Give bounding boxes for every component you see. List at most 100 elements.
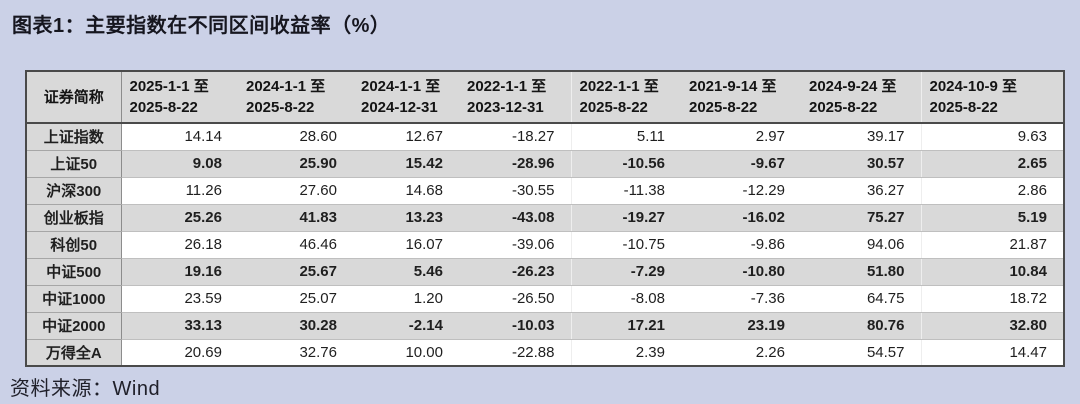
return-value-cell: -30.55 bbox=[459, 177, 571, 205]
table-row: 创业板指 25.26 41.83 13.23 -43.08 -19.27 -16.02 75.… bbox=[26, 204, 1064, 232]
return-value-cell: 1.20 bbox=[353, 285, 459, 313]
return-value-cell: 10.84 bbox=[920, 258, 1064, 286]
index-name-cell: 沪深300 bbox=[26, 177, 122, 205]
column-header-period-8: 2024-10-9 至 2025-8-22 bbox=[920, 71, 1064, 124]
return-value-cell: 25.26 bbox=[121, 204, 238, 232]
index-name-cell: 万得全A bbox=[26, 339, 122, 366]
return-value-cell: 9.08 bbox=[121, 150, 238, 178]
column-header-period-2: 2024-1-1 至 2025-8-22 bbox=[238, 71, 353, 124]
return-value-cell: 10.00 bbox=[405, 343, 443, 361]
return-value-cell: -16.02 bbox=[681, 204, 801, 232]
return-value-cell: -10.03 bbox=[459, 312, 571, 340]
index-name-cell: 科创50 bbox=[26, 231, 122, 259]
return-value-cell: 19.16 bbox=[121, 258, 238, 286]
return-value-cell: 23.59 bbox=[121, 285, 238, 313]
return-value-cell: 30.57 bbox=[801, 150, 921, 178]
return-value-cell: 33.13 bbox=[121, 312, 238, 340]
index-table-body: 上证指数 14.14 28.60 12.67 -18.27 5.11 2.97 39.17 9.… bbox=[26, 123, 1064, 366]
return-value-cell: -7.29 bbox=[570, 258, 681, 286]
return-value-cell: 14.14 bbox=[121, 123, 238, 151]
return-value-cell: 15.42 bbox=[353, 150, 459, 178]
return-value-cell: 20.69 bbox=[184, 343, 222, 361]
return-value-cell: -26.50 bbox=[459, 285, 571, 313]
return-value-cell: 80.76 bbox=[801, 312, 921, 340]
return-value-cell: 39.17 bbox=[801, 123, 921, 151]
return-value-cell: -9.67 bbox=[681, 150, 801, 178]
return-value-cell: -28.96 bbox=[459, 150, 571, 178]
return-value-cell: 32.76 bbox=[299, 343, 337, 361]
return-value-cell: 5.46 bbox=[353, 258, 459, 286]
return-value-cell: 26.18 bbox=[121, 231, 238, 259]
table-row: 沪深300 11.26 27.60 14.68 -30.55 -11.38 -12.29 36… bbox=[26, 177, 1064, 205]
return-value-cell: 13.23 bbox=[353, 204, 459, 232]
table-row: 上证指数 14.14 28.60 12.67 -18.27 5.11 2.97 39.17 9.… bbox=[26, 123, 1064, 151]
return-value-cell: -12.29 bbox=[681, 177, 801, 205]
return-value-cell: 16.07 bbox=[353, 231, 459, 259]
return-value-cell: 21.87 bbox=[920, 231, 1064, 259]
index-returns-table: 证券简称 2025-1-1 至 2025-8-22 2024-1-1 至 202… bbox=[25, 70, 1065, 367]
table-row: 上证50 9.08 25.90 15.42 -28.96 -10.56 -9.67 30.57… bbox=[26, 150, 1064, 178]
column-header-period-7: 2024-9-24 至 2025-8-22 bbox=[801, 71, 921, 124]
index-name-cell: 中证500 bbox=[26, 258, 122, 286]
return-value-cell: -26.23 bbox=[459, 258, 571, 286]
return-value-cell: 41.83 bbox=[238, 204, 353, 232]
return-value-cell: -10.56 bbox=[570, 150, 681, 178]
column-header-index-name: 证券简称 bbox=[26, 71, 122, 124]
table-header-row: 证券简称 2025-1-1 至 2025-8-22 2024-1-1 至 202… bbox=[26, 71, 1064, 124]
column-header-period-3: 2024-1-1 至 2024-12-31 bbox=[353, 71, 459, 124]
return-value-cell: 11.26 bbox=[121, 177, 238, 205]
table-row: 中证2000 33.13 30.28 -2.14 -10.03 17.21 23.19 80.… bbox=[26, 312, 1064, 340]
return-value-cell: 94.06 bbox=[801, 231, 921, 259]
return-value-cell: 51.80 bbox=[801, 258, 921, 286]
return-value-cell: 2.97 bbox=[681, 123, 801, 151]
return-value-cell: 2.26 bbox=[755, 343, 785, 361]
return-value-cell: 14.47 bbox=[920, 339, 1064, 366]
return-value-cell: 5.19 bbox=[920, 204, 1064, 232]
return-value-cell: 23.19 bbox=[681, 312, 801, 340]
return-value-cell: 2.86 bbox=[920, 177, 1064, 205]
return-value-cell: 27.60 bbox=[238, 177, 353, 205]
table-row: 中证500 19.16 25.67 5.46 -26.23 -7.29 -10.80 51.8… bbox=[26, 258, 1064, 286]
return-value-cell: 46.46 bbox=[238, 231, 353, 259]
return-value-cell: 9.63 bbox=[920, 123, 1064, 151]
return-value-cell: 18.72 bbox=[920, 285, 1064, 313]
return-value-cell: 32.80 bbox=[920, 312, 1064, 340]
return-value-cell: 28.60 bbox=[238, 123, 353, 151]
index-name-cell: 中证1000 bbox=[26, 285, 122, 313]
index-name-cell: 上证指数 bbox=[26, 123, 122, 151]
return-value-cell: -10.75 bbox=[570, 231, 681, 259]
data-source-note: 资料来源：Wind bbox=[10, 378, 161, 400]
table-row: 万得全A 20.69 32.76 10.00 -22.88 2.39 2.26 54.57 14… bbox=[26, 339, 1064, 366]
return-value-cell: -10.80 bbox=[681, 258, 801, 286]
return-value-cell: 12.67 bbox=[353, 123, 459, 151]
return-value-cell: -8.08 bbox=[570, 285, 681, 313]
return-value-cell: -19.27 bbox=[570, 204, 681, 232]
column-header-period-1: 2025-1-1 至 2025-8-22 bbox=[121, 71, 238, 124]
table-row: 科创50 26.18 46.46 16.07 -39.06 -10.75 -9.86 94.0… bbox=[26, 231, 1064, 259]
return-value-cell: 64.75 bbox=[801, 285, 921, 313]
index-name-cell: 创业板指 bbox=[26, 204, 122, 232]
return-value-cell: 25.07 bbox=[238, 285, 353, 313]
return-value-cell: -2.14 bbox=[353, 312, 459, 340]
return-value-cell: 36.27 bbox=[801, 177, 921, 205]
return-value-cell: -11.38 bbox=[570, 177, 681, 205]
return-value-cell: -39.06 bbox=[459, 231, 571, 259]
return-value-cell: -43.08 bbox=[459, 204, 571, 232]
return-value-cell: -9.86 bbox=[681, 231, 801, 259]
return-value-cell: 2.65 bbox=[920, 150, 1064, 178]
column-header-period-6: 2021-9-14 至 2025-8-22 bbox=[681, 71, 801, 124]
table-row: 中证1000 23.59 25.07 1.20 -26.50 -8.08 -7.36 64.7… bbox=[26, 285, 1064, 313]
return-value-cell: 5.11 bbox=[570, 123, 681, 151]
figure-title: 图表1：主要指数在不同区间收益率（%） bbox=[12, 15, 391, 37]
column-header-period-5: 2022-1-1 至 2025-8-22 bbox=[570, 71, 681, 124]
return-value-cell: 2.39 bbox=[570, 339, 681, 366]
return-value-cell: -22.88 bbox=[511, 343, 555, 361]
index-name-cell: 中证2000 bbox=[26, 312, 122, 340]
index-name-cell: 上证50 bbox=[26, 150, 122, 178]
return-value-cell: 25.90 bbox=[238, 150, 353, 178]
returns-table-container: 证券简称 2025-1-1 至 2025-8-22 2024-1-1 至 202… bbox=[25, 70, 1065, 367]
return-value-cell: 30.28 bbox=[238, 312, 353, 340]
return-value-cell: -7.36 bbox=[681, 285, 801, 313]
return-value-cell: 75.27 bbox=[801, 204, 921, 232]
return-value-cell: 54.57 bbox=[866, 343, 905, 361]
